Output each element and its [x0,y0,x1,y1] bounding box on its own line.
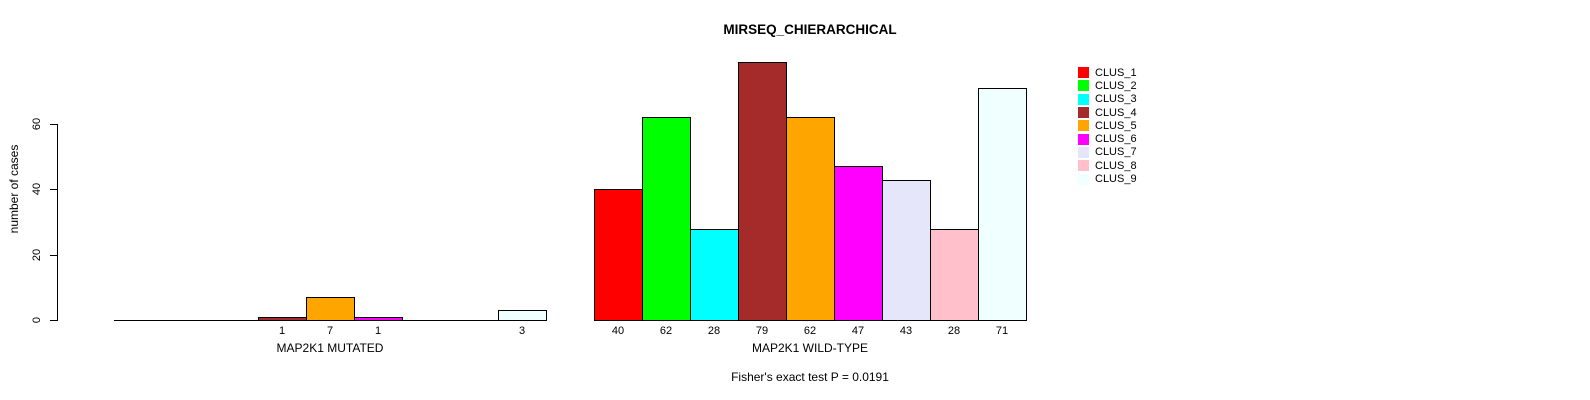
bar-clus_1-wild-type [594,189,643,321]
bar-value-label: 43 [899,325,913,337]
legend-row: CLUS_6 [1078,132,1137,145]
bar-clus_2-wild-type [642,117,691,321]
chart-title: MIRSEQ_CHIERARCHICAL [723,22,897,37]
bar-value-label: 62 [659,325,673,337]
legend-swatch-clus_7 [1078,146,1089,158]
legend-swatch-clus_8 [1078,160,1089,172]
legend-row: CLUS_3 [1078,93,1137,106]
legend-label: CLUS_6 [1095,133,1137,146]
legend-row: CLUS_8 [1078,159,1137,172]
legend-swatch-clus_1 [1078,67,1089,79]
legend-label: CLUS_8 [1095,159,1137,172]
y-tick-label: 40 [31,183,43,196]
bar-clus_6-mutated [354,317,403,321]
legend-swatch-clus_3 [1078,93,1089,105]
legend-row: CLUS_2 [1078,79,1137,92]
bar-value-label: 3 [518,325,526,337]
bar-clus_3-wild-type [690,229,739,321]
legend-row: CLUS_9 [1078,172,1137,185]
y-tick-mark [50,189,57,191]
bar-clus_5-mutated [306,297,355,321]
legend-label: CLUS_5 [1095,119,1137,132]
legend-label: CLUS_7 [1095,146,1137,159]
y-tick-mark [50,320,57,321]
bar-value-label: 28 [947,325,961,337]
legend-swatch-clus_4 [1078,107,1089,119]
bar-clus_9-mutated [498,310,547,321]
y-tick-label: 60 [31,117,43,131]
legend-label: CLUS_9 [1095,173,1137,186]
bar-clus_4-wild-type [738,62,787,321]
group-label-mutated: MAP2K1 MUTATED [276,341,384,355]
legend-swatch-clus_5 [1078,120,1089,132]
fisher-test-note: Fisher's exact test P = 0.0191 [731,370,889,384]
legend-swatch-clus_9 [1078,173,1089,185]
bar-value-label: 47 [851,325,865,337]
bar-value-label: 62 [803,325,817,337]
bar-value-label: 7 [326,325,334,337]
legend-label: CLUS_2 [1095,79,1137,92]
legend-swatch-clus_6 [1078,133,1089,145]
legend-row: CLUS_1 [1078,66,1137,79]
bar-value-label: 40 [611,325,625,337]
legend-label: CLUS_4 [1095,106,1137,119]
bar-value-label: 1 [374,325,382,337]
legend: CLUS_1 CLUS_2 CLUS_3 CLUS_4 CLUS_5 CLUS_6 CLUS… [1078,66,1137,186]
bar-clus_7-wild-type [882,180,931,321]
bar-value-label: 28 [707,325,721,337]
y-axis-line [57,124,58,321]
y-tick-mark [50,254,57,256]
bar-clus_4-mutated [258,317,307,321]
legend-row: CLUS_4 [1078,106,1137,119]
y-tick-label: 0 [31,316,43,324]
legend-row: CLUS_7 [1078,146,1137,159]
bar-value-label: 1 [278,325,286,337]
legend-row: CLUS_5 [1078,119,1137,132]
group-label-wild-type: MAP2K1 WILD-TYPE [751,341,869,355]
bar-clus_9-wild-type [978,88,1027,321]
bar-clus_8-wild-type [930,229,979,321]
y-axis-title: number of cases [7,144,21,234]
bar-clus_5-wild-type [786,117,835,321]
legend-label: CLUS_1 [1095,66,1137,79]
legend-swatch-clus_2 [1078,80,1089,92]
bar-clus_6-wild-type [834,166,883,321]
legend-label: CLUS_3 [1095,93,1137,106]
bar-value-label: 79 [755,325,769,337]
y-tick-mark [50,124,57,125]
y-tick-label: 20 [31,248,43,261]
bar-value-label: 71 [995,325,1009,337]
